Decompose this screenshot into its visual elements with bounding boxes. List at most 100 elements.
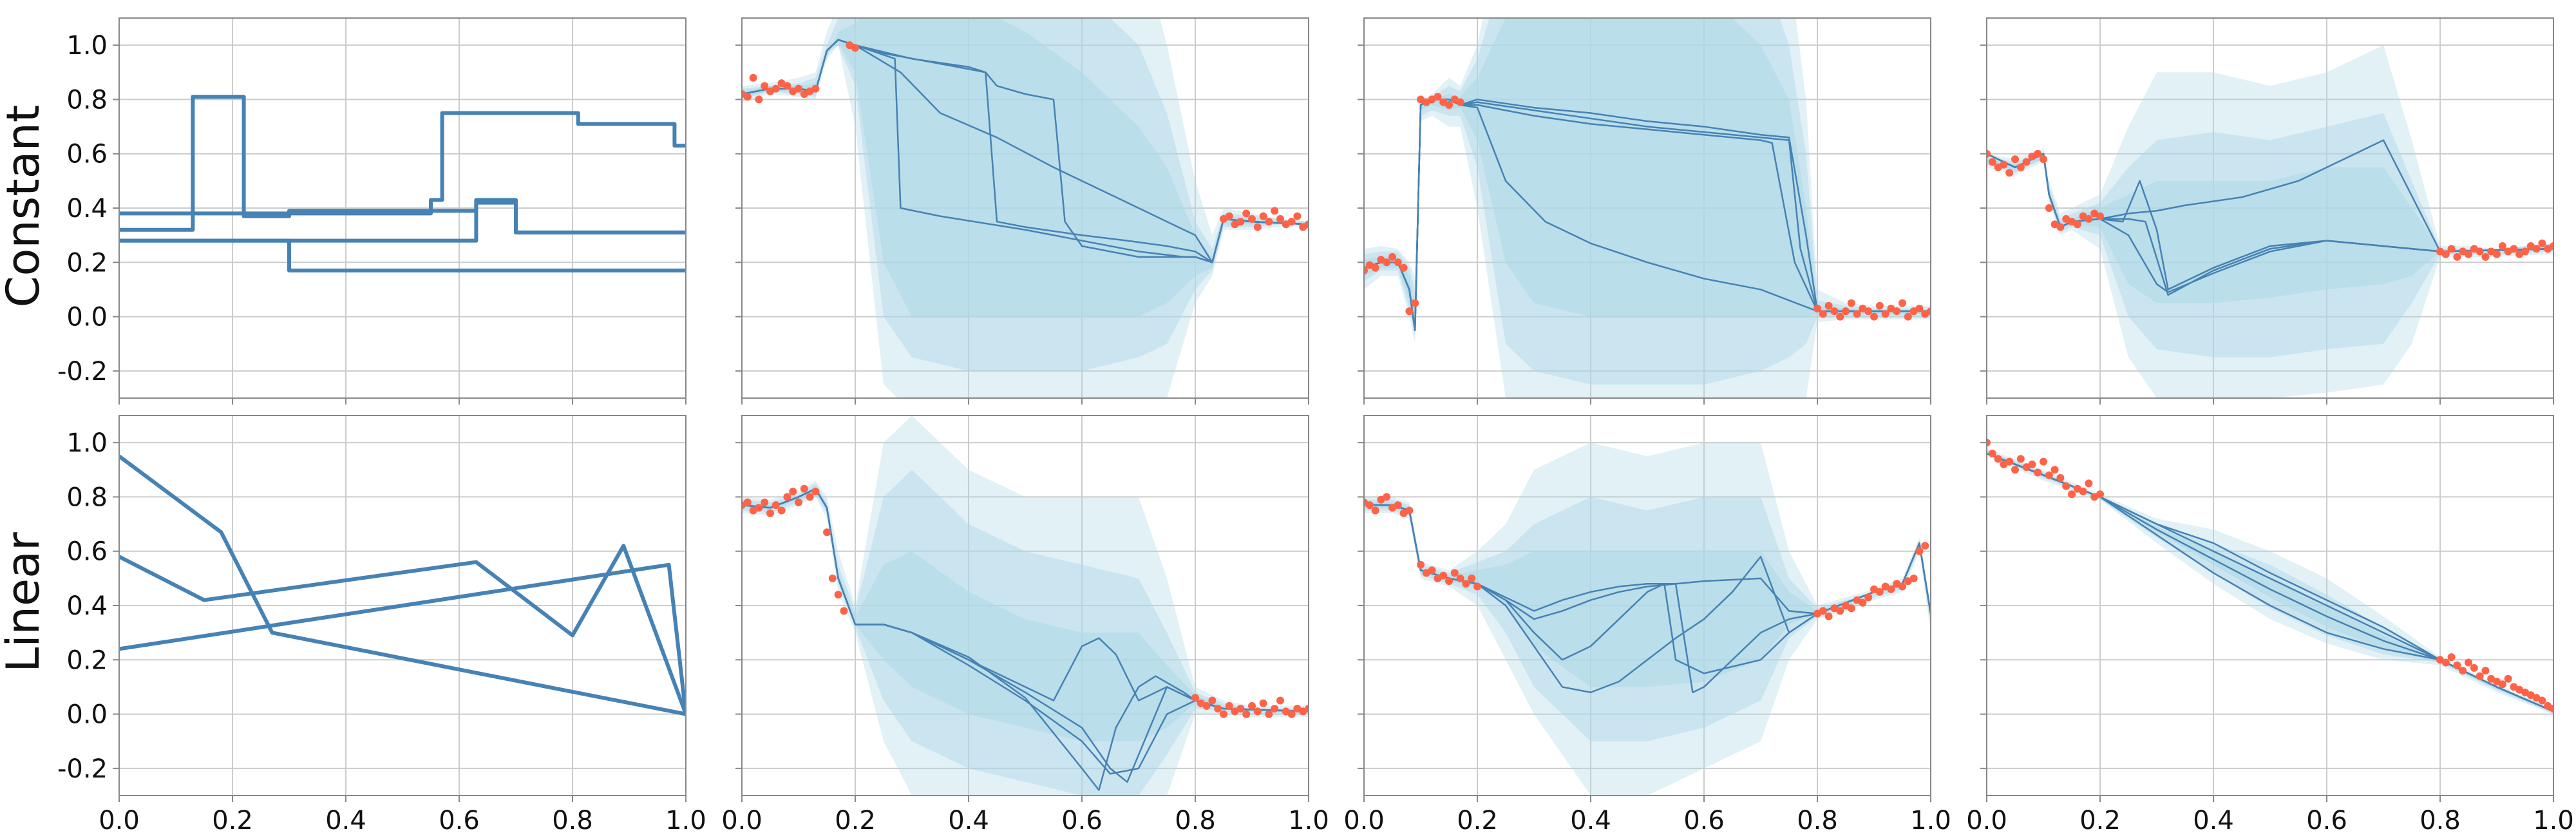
data-point [2040,155,2047,164]
data-point [2073,220,2081,229]
data-point [1819,607,1827,615]
panel-1-2: 0.0 0.2 0.4 0.6 0.8 1.0 [1343,415,1951,835]
y-tick-label: 0.2 [66,645,108,675]
data-point [1988,450,1996,457]
data-point [1236,218,1245,226]
data-point [1445,100,1453,109]
data-point [1456,574,1464,582]
data-point [2056,473,2065,482]
data-point [2016,163,2025,171]
x-tick-label: 0.4 [2193,806,2234,835]
data-point [2465,250,2472,258]
panel-1-1: 0.0 0.2 0.4 0.6 0.8 1.0 [721,415,1329,835]
data-point [1988,158,1996,166]
y-tick-label: 0.0 [66,303,108,332]
data-point [806,493,814,501]
x-tick-label: 1.0 [2533,806,2574,835]
data-point [1276,215,1284,223]
x-tick-label: 0.8 [2420,806,2461,835]
data-point [1893,307,1901,316]
data-point [1847,299,1855,307]
data-point [1819,310,1827,318]
data-point [2028,460,2036,468]
data-point [1364,266,1368,274]
data-point [1225,212,1233,220]
data-point [1259,699,1267,707]
series-line [119,562,686,714]
data-point [1383,493,1391,501]
data-point [2504,674,2512,683]
data-point [795,498,802,506]
data-point [1394,501,1402,510]
data-point [1220,710,1227,718]
x-tick-label: 1.0 [1910,806,1951,835]
data-point [1399,263,1408,272]
uncertainty-band [742,486,1309,741]
x-tick-label: 0.2 [835,806,876,835]
data-point [2550,705,2553,713]
data-point [2096,212,2104,220]
data-point [1887,585,1895,593]
x-tick-label: 1.0 [1288,806,1329,835]
x-tick-label: 0.0 [1343,806,1385,835]
data-point [2441,658,2450,667]
y-tick-label: 0.6 [66,537,108,567]
row-label-linear: Linear [0,532,50,673]
data-point [1365,501,1374,510]
data-point [2050,466,2059,474]
data-point [1987,439,1991,447]
data-point [743,498,752,506]
data-point [2465,658,2472,667]
panel-1-0: -0.2 0.0 0.2 0.4 0.6 0.8 1.0 0.0 0.2 0.4 0.6 0.8 1.0 [57,415,706,835]
data-point [1899,299,1906,307]
x-tick-label: 0.0 [721,806,762,835]
data-point [1909,574,1918,582]
uncertainty-band [1364,502,1931,687]
y-tick-label: 1.0 [66,428,108,458]
panel-0-1 [735,17,1309,405]
data-point [2470,663,2478,672]
data-point [2068,490,2076,499]
data-point [2550,242,2553,250]
data-point [2034,468,2042,477]
data-point [1271,207,1279,215]
data-point [2096,490,2104,499]
uncertainty-band [742,18,1309,317]
data-point [2016,455,2025,463]
x-tick-label: 1.0 [665,806,706,835]
data-point [1927,307,1931,316]
data-point [1253,707,1262,716]
data-point [811,488,820,495]
data-point [1388,253,1396,261]
data-point [1899,582,1906,591]
data-point [834,591,842,599]
x-tick-label: 0.8 [552,806,593,835]
data-point [2459,667,2467,675]
x-tick-label: 0.8 [1797,806,1838,835]
data-point [1859,598,1867,607]
data-point [2011,466,2019,474]
data-point [1242,209,1251,218]
data-point [755,504,763,512]
data-point [2453,253,2461,261]
data-point [1276,696,1284,705]
data-point [1242,710,1251,718]
data-point [1259,212,1267,220]
plot-area [119,95,686,272]
data-point [783,82,791,90]
data-point [2447,653,2456,662]
y-tick-label: 0.4 [66,194,108,224]
data-point [2538,239,2546,247]
data-point [1428,566,1436,575]
series-line [119,454,686,716]
data-point [1870,312,1878,321]
x-tick-label: 0.0 [99,806,140,835]
series-line [119,198,686,243]
data-point [1875,587,1884,596]
data-point [1842,307,1850,316]
y-tick-label: 1.0 [66,31,108,61]
data-point [2498,242,2506,250]
data-point [1904,312,1912,321]
x-tick-label: 0.0 [1966,806,2007,835]
